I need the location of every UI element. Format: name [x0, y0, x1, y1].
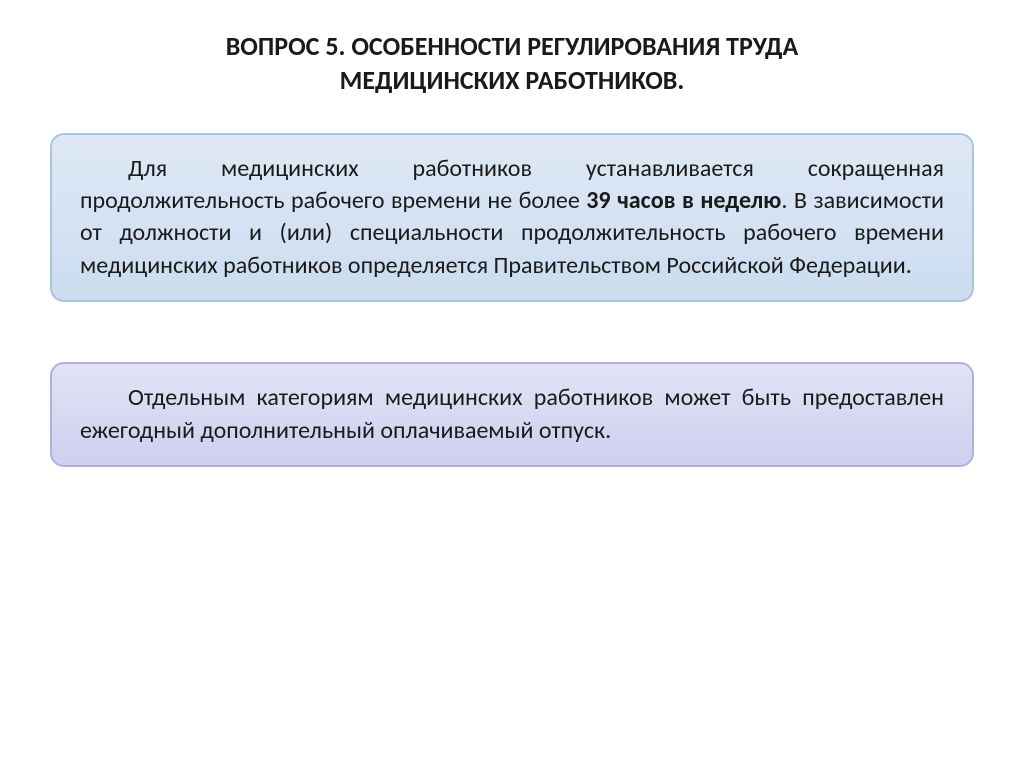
title-line-1: ВОПРОС 5. ОСОБЕННОСТИ РЕГУЛИРОВАНИЯ ТРУД… [226, 30, 799, 62]
content-box-1: Для медицинских работников устанавливает… [50, 133, 974, 303]
box-1-paragraph: Для медицинских работников устанавливает… [80, 153, 944, 283]
page-title: ВОПРОС 5. ОСОБЕННОСТИ РЕГУЛИРОВАНИЯ ТРУД… [50, 30, 974, 98]
box-1-bold-text: 39 часов в неделю [586, 186, 781, 215]
box-2-paragraph: Отдельным категориям медицинских работни… [80, 382, 944, 447]
content-box-2: Отдельным категориям медицинских работни… [50, 362, 974, 467]
box-2-text: Отдельным категориям медицинских работни… [80, 383, 944, 444]
title-line-2: МЕДИЦИНСКИХ РАБОТНИКОВ. [340, 64, 685, 96]
